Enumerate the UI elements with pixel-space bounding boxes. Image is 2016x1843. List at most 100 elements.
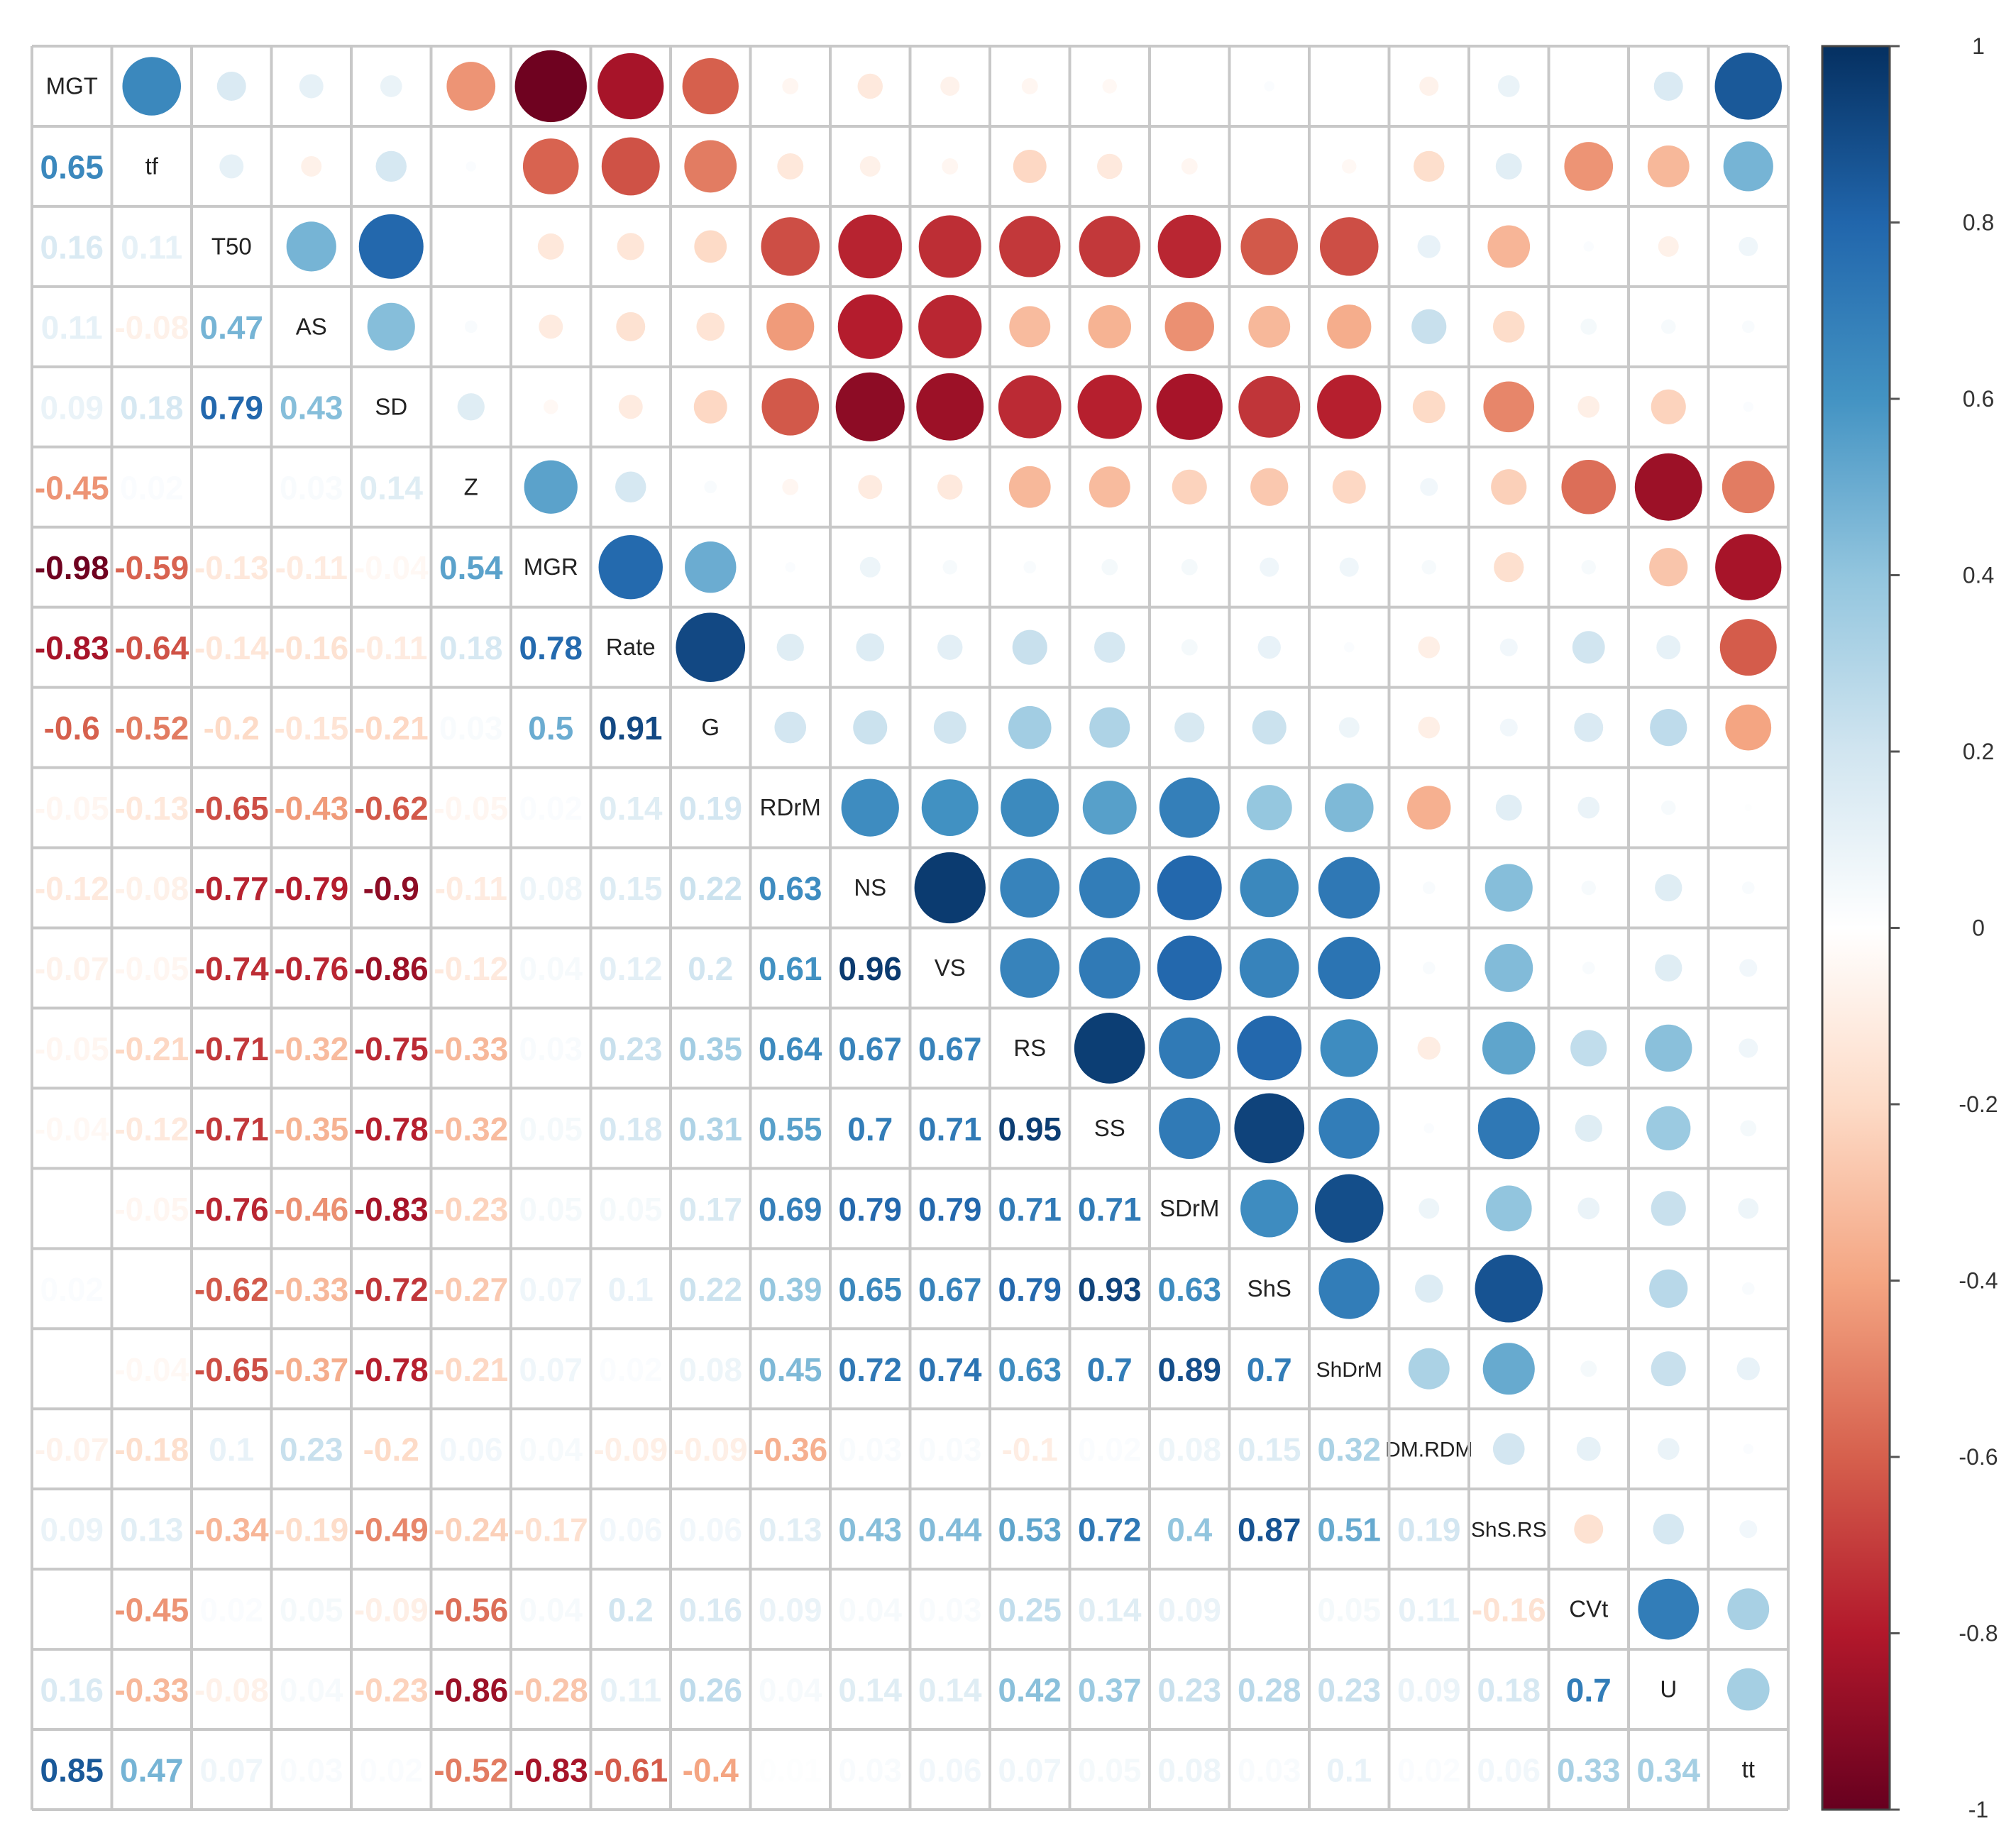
correlation-value-label: -0.65	[194, 790, 269, 827]
correlation-value-label: 0.35	[678, 1030, 742, 1067]
correlation-value-label: 0.79	[918, 1191, 982, 1228]
correlation-circle	[1240, 218, 1298, 275]
correlation-circle	[1344, 642, 1354, 652]
correlation-circle	[922, 779, 979, 836]
correlation-value-label: -0.09	[593, 1431, 668, 1468]
correlation-value-label: 0.06	[1477, 1752, 1541, 1789]
correlation-circle	[1172, 470, 1207, 505]
correlation-circle	[1485, 864, 1533, 911]
correlation-value-label: -0.78	[354, 1351, 429, 1388]
correlation-value-label: 0.87	[1238, 1512, 1301, 1548]
correlation-circle	[1486, 1185, 1532, 1231]
colorbar-tick-label: 0.8	[1963, 210, 1994, 236]
correlation-value-label: 0.03	[280, 1752, 343, 1789]
correlation-circle	[1415, 1275, 1443, 1303]
correlation-circle	[1252, 710, 1287, 744]
correlation-value-label: 0.02	[599, 1351, 663, 1388]
correlation-circle	[1320, 217, 1379, 276]
correlation-circle	[539, 314, 563, 339]
correlation-circle	[1318, 1258, 1379, 1319]
correlation-circle	[1742, 881, 1755, 894]
correlation-circle	[1186, 83, 1192, 89]
correlation-value-label: 0.85	[40, 1752, 104, 1789]
colorbar-tick-label: 0.4	[1963, 563, 1994, 588]
correlation-circle	[782, 479, 798, 495]
correlation-value-label: 0.69	[759, 1191, 822, 1228]
correlation-circle	[1487, 226, 1530, 268]
correlation-value-label: 0.03	[918, 1431, 982, 1468]
correlation-circle	[616, 312, 645, 341]
correlation-value-label: 0.14	[838, 1672, 902, 1709]
correlation-circle	[1580, 319, 1597, 335]
correlation-value-label: 0.79	[838, 1191, 902, 1228]
correlation-value-label: 0.64	[759, 1030, 822, 1067]
correlation-circle	[1079, 937, 1140, 998]
correlation-circle	[1651, 1351, 1686, 1386]
correlation-circle	[1079, 857, 1140, 918]
correlation-value-label: 0.09	[1157, 1592, 1221, 1629]
correlation-circle	[1340, 558, 1359, 577]
correlation-value-label: -0.12	[114, 1111, 189, 1148]
correlation-circle	[937, 475, 962, 500]
correlation-circle	[1570, 1030, 1607, 1066]
correlation-value-label: 0.67	[918, 1271, 982, 1308]
correlation-value-label: 0.07	[998, 1752, 1062, 1789]
correlation-value-label: 0.18	[1477, 1672, 1541, 1709]
correlation-circle	[1089, 466, 1130, 507]
correlation-circle	[1482, 1022, 1536, 1075]
correlation-circle	[1023, 561, 1036, 573]
correlation-circle	[786, 562, 795, 572]
correlation-circle	[1013, 630, 1047, 665]
correlation-circle	[1157, 935, 1222, 1000]
correlation-value-label: -0.43	[274, 790, 348, 827]
correlation-circle	[1651, 1191, 1686, 1226]
correlation-circle	[1157, 374, 1223, 440]
correlation-value-label: 0.06	[918, 1752, 982, 1789]
correlation-value-label: -0.16	[1472, 1592, 1546, 1629]
diagonal-label: DM.RDM	[1385, 1438, 1472, 1462]
correlation-value-label: -0.72	[354, 1271, 429, 1308]
correlation-circle	[359, 214, 424, 279]
correlation-circle	[602, 137, 660, 195]
correlation-circle	[597, 53, 663, 119]
correlation-value-label: 0.13	[759, 1512, 822, 1548]
correlation-value-label: 0.14	[1078, 1592, 1142, 1629]
correlation-value-label: -0.78	[354, 1111, 429, 1148]
correlation-value-label: 0.16	[678, 1592, 742, 1629]
correlation-circle	[1575, 1115, 1602, 1142]
correlation-value-label: 0.89	[1157, 1351, 1221, 1388]
correlation-value-label: 0.14	[599, 790, 663, 827]
correlation-circle	[937, 634, 962, 659]
correlation-value-label: -0.15	[274, 710, 348, 747]
correlation-circle	[1159, 1018, 1220, 1079]
correlation-circle	[1000, 858, 1059, 918]
correlation-circle	[617, 233, 644, 260]
correlation-circle	[219, 154, 243, 178]
correlation-value-label: -0.45	[114, 1592, 189, 1629]
correlation-circle	[217, 72, 246, 101]
correlation-circle	[1586, 83, 1592, 89]
correlation-value-label: 0.05	[599, 1191, 663, 1228]
correlation-value-label: 0.51	[1317, 1512, 1381, 1548]
correlation-value-label: 0.72	[838, 1351, 902, 1388]
correlation-circle	[1001, 779, 1059, 837]
correlation-circle	[1635, 453, 1702, 521]
correlation-circle	[1083, 781, 1137, 835]
diagonal-label: RDrM	[760, 794, 821, 820]
correlation-circle	[1572, 631, 1605, 664]
diagonal-label: SS	[1094, 1115, 1125, 1141]
correlation-value-label: -0.12	[434, 950, 508, 987]
correlation-value-label: -0.62	[354, 790, 429, 827]
correlation-circle	[1423, 881, 1436, 894]
correlation-circle	[1339, 717, 1360, 738]
correlation-circle	[1088, 305, 1131, 348]
correlation-circle	[1074, 1013, 1145, 1084]
correlation-value-label: 0.39	[759, 1271, 822, 1308]
correlation-circle	[853, 710, 887, 744]
correlation-circle	[1494, 552, 1524, 582]
correlation-circle	[1574, 1514, 1603, 1544]
correlation-value-label: 0.22	[678, 1271, 742, 1308]
correlation-value-label: 0.07	[519, 1351, 583, 1388]
correlation-circle	[1648, 145, 1690, 187]
correlation-value-label: 0.74	[918, 1351, 982, 1388]
